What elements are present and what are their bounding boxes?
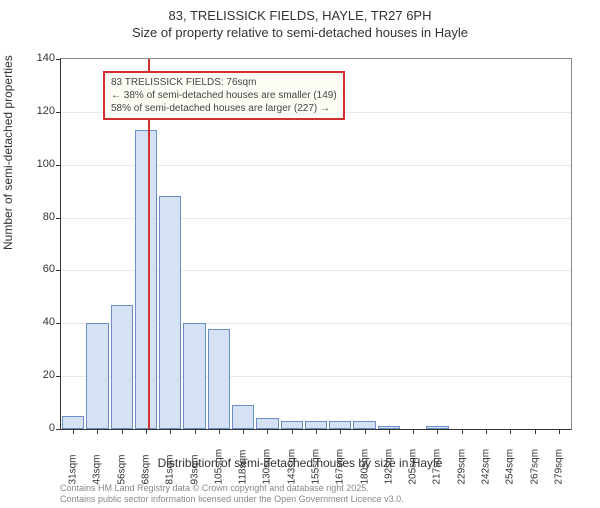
x-tick-mark (535, 429, 536, 434)
x-tick-label: 43sqm (92, 449, 103, 485)
x-axis-label: Distribution of semi-detached houses by … (158, 456, 443, 470)
x-tick-mark (195, 429, 196, 434)
y-tick-label: 60 (43, 263, 55, 275)
y-tick-mark (56, 59, 61, 60)
x-tick-mark (170, 429, 171, 434)
bar (281, 421, 303, 429)
y-tick-label: 80 (43, 211, 55, 223)
x-tick-label: 31sqm (68, 449, 79, 485)
x-tick-label: 279sqm (553, 449, 564, 485)
y-tick-label: 0 (49, 422, 55, 434)
x-tick-label: 68sqm (141, 449, 152, 485)
y-tick-label: 20 (43, 369, 55, 381)
x-tick-mark (437, 429, 438, 434)
y-tick-mark (56, 270, 61, 271)
bar (86, 323, 108, 429)
bar (232, 405, 254, 429)
y-tick-mark (56, 165, 61, 166)
x-tick-mark (122, 429, 123, 434)
y-axis-label: Number of semi-detached properties (1, 55, 15, 250)
bar (353, 421, 375, 429)
bar (329, 421, 351, 429)
x-tick-mark (146, 429, 147, 434)
bar (305, 421, 327, 429)
y-tick-mark (56, 218, 61, 219)
annotation-line: 83 TRELISSICK FIELDS: 76sqm (111, 76, 337, 89)
bar (208, 329, 230, 429)
x-tick-mark (559, 429, 560, 434)
y-tick-label: 140 (37, 52, 55, 64)
x-tick-mark (389, 429, 390, 434)
bar (62, 416, 84, 429)
x-tick-mark (73, 429, 74, 434)
bar (111, 305, 133, 429)
x-tick-label: 242sqm (481, 449, 492, 485)
x-tick-mark (219, 429, 220, 434)
x-tick-mark (365, 429, 366, 434)
bar (159, 196, 181, 429)
x-tick-mark (97, 429, 98, 434)
x-tick-mark (486, 429, 487, 434)
x-tick-label: 267sqm (529, 449, 540, 485)
footer-text: Contains HM Land Registry data © Crown c… (60, 483, 404, 506)
x-tick-mark (413, 429, 414, 434)
title-main: 83, TRELISSICK FIELDS, HAYLE, TR27 6PH (0, 8, 600, 23)
y-tick-mark (56, 112, 61, 113)
bar (183, 323, 205, 429)
x-tick-mark (462, 429, 463, 434)
footer-line-1: Contains HM Land Registry data © Crown c… (60, 483, 404, 495)
annotation-line: 58% of semi-detached houses are larger (… (111, 102, 337, 115)
x-tick-label: 254sqm (505, 449, 516, 485)
x-tick-mark (267, 429, 268, 434)
x-tick-label: 56sqm (116, 449, 127, 485)
x-tick-mark (292, 429, 293, 434)
y-tick-label: 100 (37, 158, 55, 170)
footer-line-2: Contains public sector information licen… (60, 494, 404, 506)
y-tick-label: 40 (43, 316, 55, 328)
bar (135, 130, 157, 429)
chart-area: 31sqm43sqm56sqm68sqm81sqm93sqm105sqm118s… (60, 58, 572, 430)
y-tick-mark (56, 376, 61, 377)
annotation-line: ← 38% of semi-detached houses are smalle… (111, 89, 337, 102)
x-tick-label: 229sqm (456, 449, 467, 485)
annotation-box: 83 TRELISSICK FIELDS: 76sqm← 38% of semi… (103, 71, 345, 120)
x-tick-mark (316, 429, 317, 434)
bar (256, 418, 278, 429)
x-tick-mark (340, 429, 341, 434)
y-tick-mark (56, 323, 61, 324)
y-tick-mark (56, 429, 61, 430)
x-tick-mark (510, 429, 511, 434)
title-sub: Size of property relative to semi-detach… (0, 25, 600, 40)
x-tick-mark (243, 429, 244, 434)
y-tick-label: 120 (37, 105, 55, 117)
